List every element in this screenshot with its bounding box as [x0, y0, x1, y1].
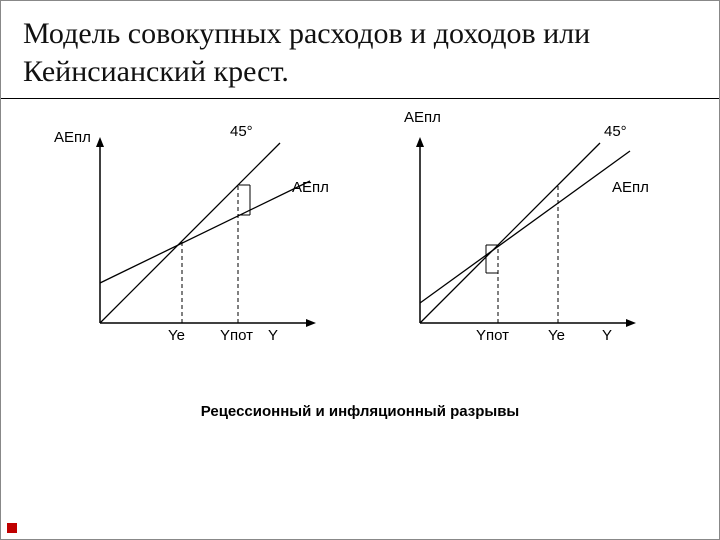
- line-45-label: 45°: [230, 123, 253, 140]
- slide-corner-marker: [7, 523, 17, 533]
- x-axis-label: Y: [602, 327, 612, 344]
- line-45-label: 45°: [604, 123, 627, 140]
- chart-left-svg: [60, 123, 320, 353]
- chart-left: АЕпл 45° АЕпл Ye Yпот Y: [60, 123, 340, 383]
- x-tick-ye: Ye: [548, 327, 565, 344]
- chart-right: АЕпл 45° АЕпл Yпот Ye Y: [380, 123, 660, 383]
- ae-line-label: АЕпл: [612, 179, 649, 196]
- x-tick-ypot: Yпот: [476, 327, 509, 344]
- page-title: Модель совокупных расходов и доходов или…: [23, 15, 697, 90]
- chart-right-svg: [380, 123, 640, 353]
- x-tick-ye: Ye: [168, 327, 185, 344]
- y-axis-label: АЕпл: [404, 109, 441, 126]
- caption: Рецессионный и инфляционный разрывы: [1, 403, 719, 420]
- x-tick-ypot: Yпот: [220, 327, 253, 344]
- title-box: Модель совокупных расходов и доходов или…: [1, 1, 719, 99]
- x-axis-label: Y: [268, 327, 278, 344]
- ae-line-label: АЕпл: [292, 179, 329, 196]
- y-axis-label: АЕпл: [54, 129, 91, 146]
- charts-row: АЕпл 45° АЕпл Ye Yпот Y АЕпл 45° АЕп: [1, 123, 719, 383]
